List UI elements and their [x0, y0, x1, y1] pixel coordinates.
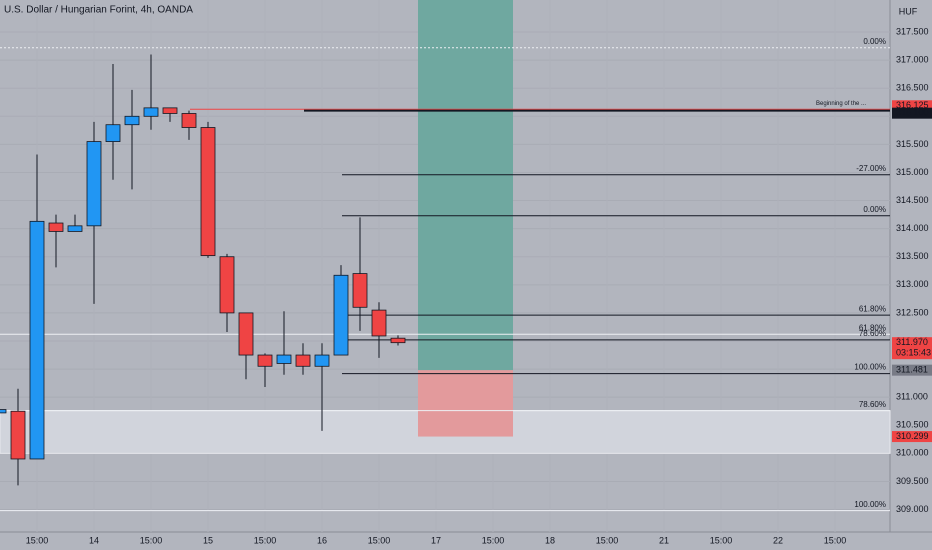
x-tick-label: 17 [431, 535, 441, 545]
candle-body [86, 141, 102, 227]
x-tick-label: 18 [545, 535, 555, 545]
x-tick-label: 15 [203, 535, 213, 545]
candle-body [333, 274, 349, 356]
fib-label: 100.00% [854, 500, 886, 509]
x-tick-label: 14 [89, 535, 99, 545]
candle-body [29, 220, 45, 460]
price-axis [890, 0, 932, 550]
candle-body [390, 337, 406, 344]
y-tick-label: 313.000 [896, 279, 929, 289]
price-label-box [892, 107, 932, 119]
fib-label: 61.80% [859, 304, 886, 313]
y-tick-label: 309.000 [896, 504, 929, 514]
candle-body [48, 222, 64, 232]
candle-body [124, 115, 140, 126]
y-tick-label: 315.000 [896, 167, 929, 177]
y-tick-label: 314.500 [896, 195, 929, 205]
x-tick-label: 15:00 [710, 535, 733, 545]
candle-body [0, 409, 7, 414]
candle-body [257, 354, 273, 367]
fib-label: 78.60% [859, 329, 886, 338]
price-label: 311.970 [896, 337, 928, 347]
annotation: Beginning of the ... [816, 101, 866, 107]
y-tick-label: 311.000 [896, 392, 928, 402]
fib-label: 100.00% [854, 363, 886, 372]
fib-label: 0.00% [863, 37, 886, 46]
candle-body [10, 410, 26, 460]
candle-body [105, 124, 121, 142]
candle-body [162, 107, 178, 114]
candle-body [219, 256, 235, 314]
y-tick-label: 309.500 [896, 476, 929, 486]
target-zone [418, 0, 513, 371]
x-tick-label: 16 [317, 535, 327, 545]
fib-label: -27.00% [856, 164, 886, 173]
x-tick-label: 15:00 [368, 535, 391, 545]
fib-label: 0.00% [863, 205, 886, 214]
x-tick-label: 15:00 [254, 535, 277, 545]
price-label-box [892, 364, 932, 376]
currency: HUF [899, 6, 918, 16]
price-label-box [892, 100, 932, 112]
x-tick-label: 22 [773, 535, 783, 545]
candle-body [371, 309, 387, 337]
stop-zone [418, 370, 513, 437]
candle-body [314, 354, 330, 367]
x-tick-label: 15:00 [26, 535, 49, 545]
fib-label: 61.80% [859, 323, 886, 332]
y-tick-label: 317.500 [896, 26, 929, 36]
y-tick-label: 310.000 [896, 448, 929, 458]
price-label: 316.125 [896, 100, 929, 110]
y-tick-label: 310.500 [896, 420, 929, 430]
candle-body [352, 273, 368, 308]
countdown: 03:15:43 [896, 348, 931, 358]
x-tick-label: 15:00 [824, 535, 847, 545]
price-label: 310.299 [896, 431, 929, 441]
chart-title: U.S. Dollar / Hungarian Forint, 4h, OAND… [4, 5, 193, 16]
x-tick-label: 21 [659, 535, 669, 545]
y-tick-label: 317.000 [896, 54, 929, 64]
y-tick-label: 314.000 [896, 223, 929, 233]
candle-body [200, 127, 216, 257]
y-tick-label: 315.500 [896, 139, 929, 149]
candle-body [238, 312, 254, 356]
candle-body [181, 113, 197, 128]
candle-body [143, 107, 159, 117]
y-tick-label: 313.500 [896, 251, 929, 261]
price-label-box [892, 337, 932, 360]
x-tick-label: 15:00 [596, 535, 619, 545]
price-label: 316.100 [896, 108, 929, 118]
y-tick-label: 312.500 [896, 307, 929, 317]
candle-body [295, 354, 311, 367]
candle-body [276, 354, 292, 364]
y-tick-label: 316.500 [896, 83, 929, 93]
candle-body [67, 225, 83, 232]
x-tick-label: 15:00 [482, 535, 505, 545]
fib-label: 78.60% [859, 400, 886, 409]
price-label-box [892, 431, 932, 443]
x-tick-label: 15:00 [140, 535, 163, 545]
price-label: 311.481 [896, 365, 928, 375]
